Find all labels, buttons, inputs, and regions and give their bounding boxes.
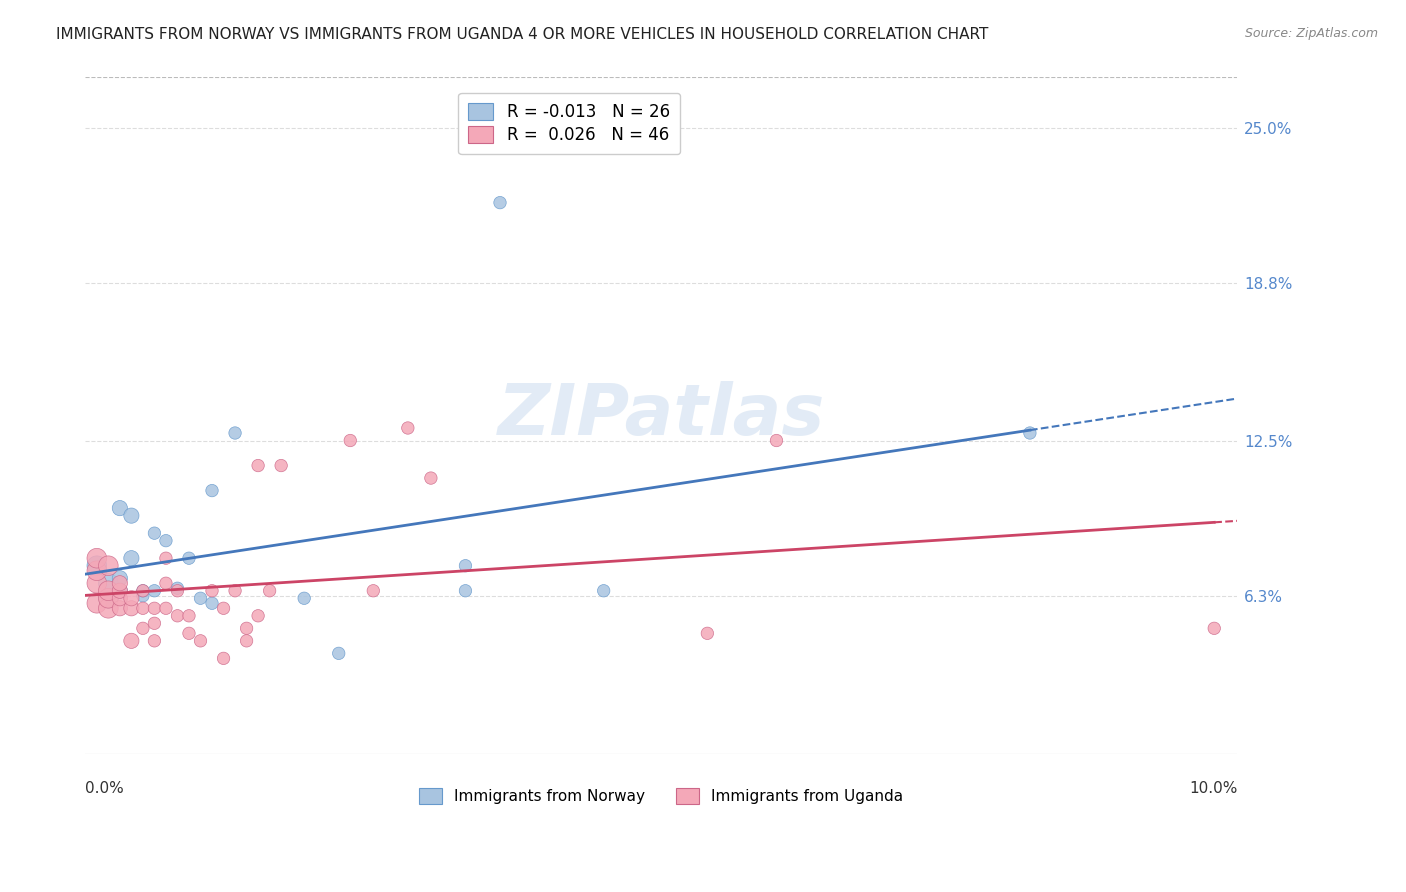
Point [177, 626, 200, 640]
Point [120, 591, 142, 606]
Point [235, 633, 257, 648]
Text: 0.0%: 0.0% [86, 780, 124, 796]
Point [201, 596, 224, 610]
Point [190, 591, 212, 606]
Point [132, 601, 155, 615]
Point [201, 583, 224, 598]
Point [454, 583, 477, 598]
Point [108, 576, 131, 591]
Point [108, 501, 131, 516]
Point [339, 434, 361, 448]
Point [86, 558, 108, 573]
Point [132, 583, 155, 598]
Point [454, 558, 477, 573]
Point [419, 471, 441, 485]
Point [132, 589, 155, 603]
Point [143, 633, 166, 648]
Point [166, 581, 188, 595]
Point [155, 576, 177, 591]
Point [247, 608, 270, 623]
Point [120, 633, 142, 648]
Point [177, 551, 200, 566]
Point [259, 583, 281, 598]
Point [224, 583, 246, 598]
Point [143, 616, 166, 631]
Point [224, 425, 246, 440]
Point [97, 601, 120, 615]
Point [177, 608, 200, 623]
Point [328, 646, 350, 660]
Point [155, 551, 177, 566]
Point [592, 583, 614, 598]
Point [1019, 425, 1042, 440]
Point [1204, 621, 1226, 635]
Point [696, 626, 718, 640]
Point [361, 583, 384, 598]
Point [212, 601, 235, 615]
Text: Source: ZipAtlas.com: Source: ZipAtlas.com [1244, 27, 1378, 40]
Legend: Immigrants from Norway, Immigrants from Uganda: Immigrants from Norway, Immigrants from … [411, 780, 912, 814]
Point [108, 583, 131, 598]
Point [143, 583, 166, 598]
Point [86, 596, 108, 610]
Point [97, 576, 120, 591]
Point [120, 551, 142, 566]
Point [97, 583, 120, 598]
Point [143, 526, 166, 541]
Point [108, 583, 131, 598]
Text: ZIPatlas: ZIPatlas [498, 381, 825, 450]
Point [86, 551, 108, 566]
Point [143, 601, 166, 615]
Text: IMMIGRANTS FROM NORWAY VS IMMIGRANTS FROM UGANDA 4 OR MORE VEHICLES IN HOUSEHOLD: IMMIGRANTS FROM NORWAY VS IMMIGRANTS FRO… [56, 27, 988, 42]
Point [120, 508, 142, 523]
Point [86, 576, 108, 591]
Point [190, 633, 212, 648]
Point [201, 483, 224, 498]
Point [212, 651, 235, 665]
Point [155, 533, 177, 548]
Point [108, 571, 131, 585]
Point [132, 621, 155, 635]
Point [108, 601, 131, 615]
Point [396, 421, 419, 435]
Point [97, 591, 120, 606]
Point [292, 591, 315, 606]
Point [108, 591, 131, 606]
Text: 10.0%: 10.0% [1189, 780, 1237, 796]
Point [270, 458, 292, 473]
Point [97, 558, 120, 573]
Point [132, 583, 155, 598]
Point [166, 608, 188, 623]
Point [235, 621, 257, 635]
Point [120, 601, 142, 615]
Point [765, 434, 787, 448]
Point [166, 583, 188, 598]
Point [247, 458, 270, 473]
Point [489, 195, 512, 210]
Point [155, 601, 177, 615]
Point [86, 564, 108, 578]
Point [97, 591, 120, 606]
